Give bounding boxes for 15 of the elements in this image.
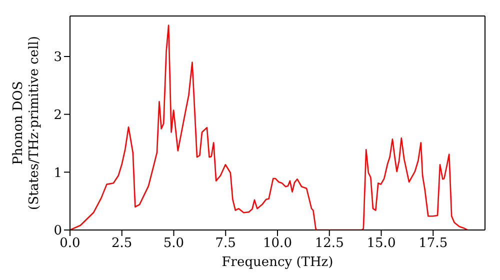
- y-tick-label: 1: [54, 166, 62, 181]
- y-tick-label: 3: [54, 50, 62, 66]
- x-tick-label: 0.0: [60, 236, 80, 252]
- x-tick-label: 12.5: [314, 236, 344, 252]
- y-tick-label: 0: [54, 224, 62, 239]
- line-series: [70, 24, 468, 230]
- y-axis-title: Phonon DOS (States/THz·primitive cell): [11, 36, 42, 210]
- y-tick-label: 2: [54, 108, 62, 123]
- x-axis-title: Frequency (THz): [222, 255, 334, 270]
- x-tick-label: 5.0: [163, 236, 184, 252]
- x-tick-label: 15.0: [366, 236, 396, 252]
- x-tick-label: 17.5: [418, 236, 448, 252]
- x-tick-label: 10.0: [263, 236, 292, 252]
- x-tick-label: 2.5: [112, 236, 132, 252]
- x-tick-label: 7.5: [215, 236, 236, 252]
